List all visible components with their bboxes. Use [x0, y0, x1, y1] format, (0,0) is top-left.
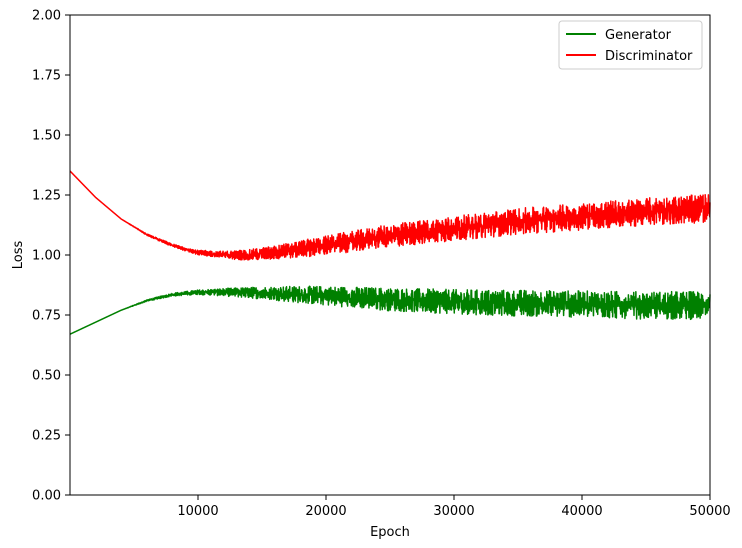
y-tick-label: 1.00	[32, 249, 61, 264]
x-axis: 10000 20000 30000 40000 50000	[177, 495, 731, 519]
legend-discriminator-label: Discriminator	[605, 49, 693, 64]
y-tick-label: 1.75	[32, 69, 61, 84]
y-tick-label: 2.00	[32, 9, 61, 24]
x-tick-label: 20000	[305, 504, 346, 519]
series-line-generator	[69, 285, 711, 335]
x-tick-label: 50000	[689, 504, 730, 519]
y-axis: 0.00 0.25 0.50 0.75 1.00 1.25 1.50 1.75 2.00	[32, 9, 70, 504]
x-axis-label: Epoch	[370, 525, 410, 540]
x-tick-label: 10000	[177, 504, 218, 519]
x-tick-label: 30000	[433, 504, 474, 519]
legend-generator-label: Generator	[605, 28, 672, 43]
series-line-discriminator	[69, 170, 711, 261]
series-layer	[69, 170, 711, 335]
y-tick-label: 1.25	[32, 189, 61, 204]
y-tick-label: 1.50	[32, 129, 61, 144]
y-tick-label: 0.75	[32, 309, 61, 324]
y-tick-label: 0.50	[32, 369, 61, 384]
y-axis-label: Loss	[11, 241, 26, 270]
x-tick-label: 40000	[561, 504, 602, 519]
y-tick-label: 0.25	[32, 429, 61, 444]
legend: Generator Discriminator	[558, 20, 703, 70]
y-tick-label: 0.00	[32, 489, 61, 504]
